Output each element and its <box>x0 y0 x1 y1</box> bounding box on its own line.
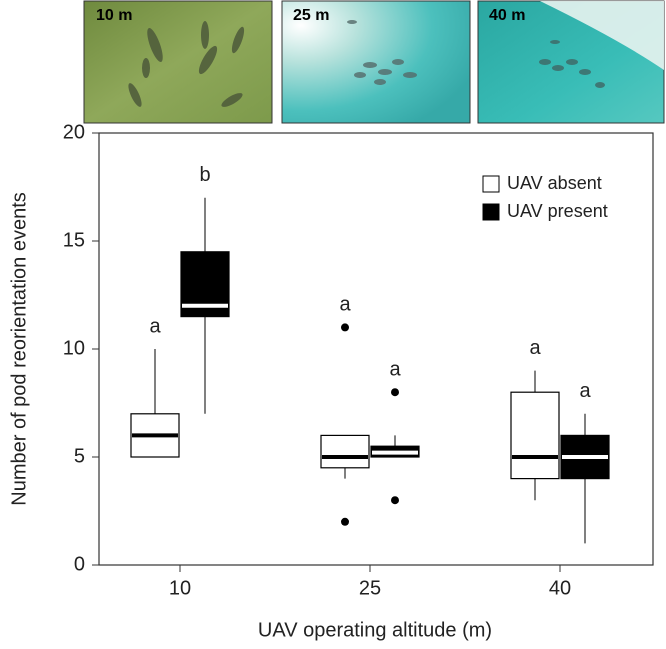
inset-label: 25 m <box>293 7 329 24</box>
y-tick-label: 15 <box>63 229 85 251</box>
legend-label: UAV present <box>507 201 608 221</box>
legend-swatch <box>482 203 500 221</box>
box <box>510 391 560 480</box>
legend-swatch <box>482 175 500 193</box>
y-tick-label: 0 <box>74 553 85 575</box>
dolphins <box>539 40 605 88</box>
significance-letter: a <box>149 315 161 337</box>
x-tick-label: 25 <box>359 577 381 599</box>
dolphins <box>128 21 245 107</box>
photo-insets: 10 m 25 m 40 m <box>83 0 665 124</box>
inset-label: 40 m <box>489 7 525 24</box>
x-axis-label: UAV operating altitude (m) <box>258 619 492 641</box>
box <box>320 434 370 469</box>
significance-letter: a <box>529 337 541 359</box>
outlier <box>391 388 399 397</box>
x-tick-label: 40 <box>549 577 571 599</box>
dolphins <box>347 20 417 85</box>
photo <box>281 0 471 124</box>
significance-letter: a <box>579 380 591 402</box>
y-axis-label: Number of pod reorientation events <box>8 192 30 506</box>
significance-letter: a <box>339 294 351 316</box>
legend-label: UAV absent <box>507 173 602 193</box>
x-tick-label: 10 <box>169 577 191 599</box>
significance-letter: a <box>389 358 401 380</box>
shore <box>540 1 664 70</box>
y-tick-label: 20 <box>63 121 85 143</box>
plot-frame <box>98 132 654 566</box>
photo <box>83 0 273 124</box>
significance-letter: b <box>199 164 210 186</box>
outlier <box>341 323 349 332</box>
inset-label: 10 m <box>96 7 132 24</box>
y-tick-label: 10 <box>63 337 85 359</box>
outlier <box>341 517 349 526</box>
y-tick-label: 5 <box>74 445 85 467</box>
outlier <box>391 496 399 505</box>
